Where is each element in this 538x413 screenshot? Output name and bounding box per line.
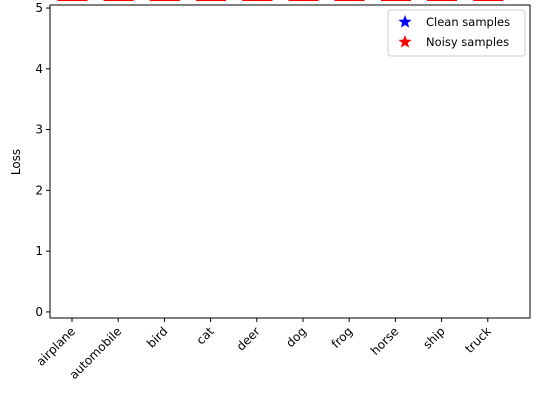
scatter-points bbox=[57, 0, 504, 1]
